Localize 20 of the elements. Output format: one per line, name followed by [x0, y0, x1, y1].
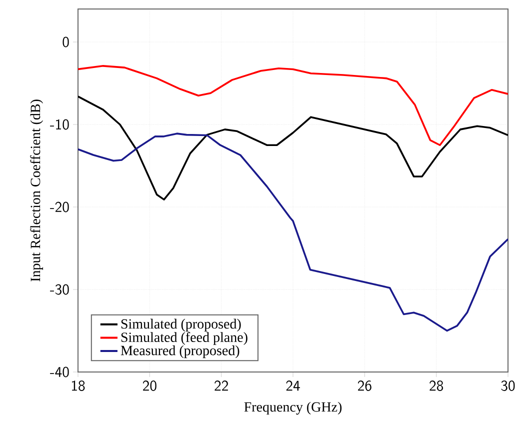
- y-tick-label: -10: [50, 119, 69, 130]
- y-tick-label: -20: [50, 202, 69, 212]
- y-tick-label: 0: [62, 36, 69, 48]
- x-tick-label: 28: [430, 380, 444, 391]
- legend-label: Simulated (proposed): [121, 318, 241, 332]
- line-series: [78, 96, 508, 200]
- x-tick-label: 30: [501, 380, 515, 391]
- x-axis-title: Frequency (GHz): [244, 402, 342, 415]
- x-tick-label: 26: [358, 380, 372, 391]
- y-tick-label: -40: [50, 366, 69, 378]
- y-axis-title: Input Reflection Coeffcient (dB): [30, 100, 44, 282]
- legend-label: Simulated (feed plane): [121, 332, 248, 345]
- y-tick-label: -30: [50, 284, 69, 295]
- x-tick-label: 18: [72, 380, 85, 391]
- x-tick-label: 20: [142, 380, 156, 391]
- x-tick-label: 24: [286, 380, 300, 391]
- legend-label: Measured (proposed): [120, 345, 240, 358]
- line-series: [78, 65, 508, 146]
- line-series: [78, 132, 508, 332]
- x-tick-label: 22: [214, 380, 228, 391]
